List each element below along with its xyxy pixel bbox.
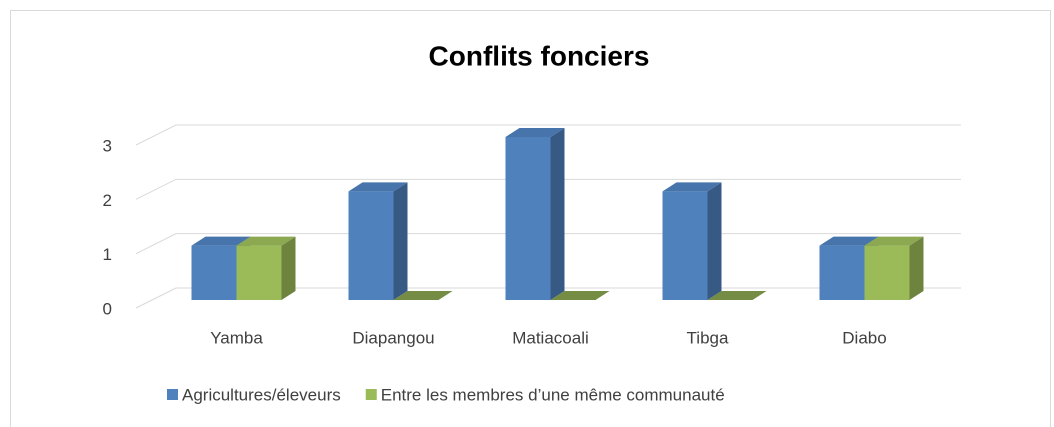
- x-tick-label: Yamba: [210, 328, 263, 347]
- bar: [236, 236, 296, 300]
- y-tick-label: 3: [103, 136, 112, 155]
- bar: [662, 182, 722, 300]
- bar-face: [707, 182, 722, 300]
- bar-face: [236, 245, 282, 300]
- bar-face: [505, 128, 565, 137]
- bar-face: [505, 137, 551, 300]
- bar-face: [191, 245, 237, 300]
- bar: [707, 291, 767, 300]
- bar-face: [662, 191, 708, 300]
- bar-face: [281, 236, 296, 300]
- chart-title: Conflits fonciers: [429, 40, 650, 71]
- bar: [505, 128, 565, 300]
- grid-line: [135, 178, 961, 200]
- grid-line: [135, 124, 961, 146]
- bar-face: [864, 245, 910, 300]
- bar-face: [909, 236, 924, 300]
- bar: [550, 291, 610, 300]
- bar-face: [348, 182, 408, 192]
- legend-swatch: [365, 389, 377, 400]
- x-tick-label: Tibga: [687, 328, 729, 347]
- x-tick-label: Matiacoali: [512, 328, 589, 347]
- bar-face: [393, 182, 408, 300]
- x-tick-label: Diapangou: [352, 328, 434, 347]
- bar-face: [550, 291, 610, 300]
- bar-face: [191, 236, 251, 246]
- bar-face: [236, 236, 296, 246]
- bar-face: [550, 128, 565, 300]
- bar: [393, 291, 453, 300]
- y-tick-label: 2: [103, 191, 112, 210]
- bar-face: [662, 182, 722, 192]
- bar-face: [819, 236, 879, 246]
- legend-label: Agricultures/éleveurs: [182, 385, 341, 404]
- legend-swatch: [167, 389, 178, 400]
- y-tick-label: 1: [103, 245, 112, 264]
- y-tick-label: 0: [103, 299, 112, 318]
- bar-face: [348, 191, 394, 300]
- bar-face: [707, 291, 767, 300]
- bar-face: [393, 291, 453, 300]
- bar: [348, 182, 408, 300]
- x-tick-label: Diabo: [842, 328, 886, 347]
- bar-face: [819, 245, 865, 300]
- legend-label: Entre les membres d’une même communauté: [381, 385, 725, 404]
- bar: [864, 236, 924, 300]
- bar-face: [864, 236, 924, 246]
